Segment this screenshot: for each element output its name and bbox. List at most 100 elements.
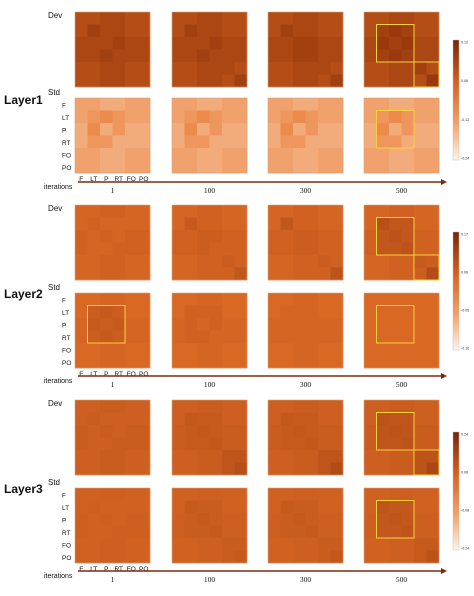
heatmap-cell [318, 305, 331, 319]
heatmap-cell [209, 24, 223, 38]
heatmap-cell [222, 330, 235, 344]
colorbar [452, 39, 460, 161]
heatmap-cell [234, 24, 248, 38]
heatmap-cell [87, 293, 101, 306]
heatmap-cell [330, 37, 344, 50]
heatmap-cell [75, 217, 88, 231]
heatmap-cell [293, 330, 306, 344]
heatmap-cell [137, 488, 151, 501]
heatmap-cell [330, 255, 344, 268]
heatmap-cell [330, 74, 344, 88]
heatmap-cell [112, 488, 126, 501]
heatmap-cell [280, 230, 294, 243]
heatmap-cell [100, 330, 113, 344]
heatmap-cell [305, 267, 319, 281]
heatmap-cell [389, 525, 402, 539]
heatmap-cell [209, 148, 223, 161]
heatmap-cell [268, 550, 281, 564]
heatmap-cell [376, 330, 390, 344]
heatmap-cell [318, 513, 331, 526]
heatmap-cell [364, 293, 377, 306]
heatmap-cell [389, 318, 402, 331]
heatmap-cell [197, 500, 210, 514]
heatmap-cell [389, 148, 402, 161]
heatmap-cell [234, 500, 248, 514]
heatmap-cell [318, 230, 331, 243]
heatmap-cell [401, 513, 415, 526]
heatmap-cell [209, 488, 223, 501]
heatmap-cell [318, 123, 331, 136]
heatmap-cell [222, 437, 235, 451]
heatmap-cell [389, 160, 402, 174]
heatmap-cell [293, 488, 306, 501]
heatmap-cell [87, 74, 101, 88]
heatmap-cell [364, 255, 377, 268]
heatmap-cell [222, 400, 235, 413]
heatmap-cell [376, 230, 390, 243]
heatmap-cell [305, 242, 319, 256]
panel-frame [267, 97, 344, 174]
heatmap-cell [330, 110, 344, 124]
heatmap-cell [125, 400, 138, 413]
heatmap-cell [268, 500, 281, 514]
heatmap-cell [426, 62, 440, 75]
heatmap-cell [414, 343, 427, 356]
heatmap-cell [222, 293, 235, 306]
heatmap-cell [426, 330, 440, 344]
heatmap-cell [75, 293, 88, 306]
heatmap-cell [234, 462, 248, 476]
heatmap-cell [172, 305, 185, 319]
heatmap-cell [376, 148, 390, 161]
colorbar-tick-label: 0.06 [461, 79, 468, 83]
heatmap-cell [293, 538, 306, 551]
heatmap-cell [401, 318, 415, 331]
heatmap-cell [137, 437, 151, 451]
heatmap-cell [112, 525, 126, 539]
heatmap-cell [209, 62, 223, 75]
heatmap-cell [305, 412, 319, 426]
heatmap-cell [364, 37, 377, 50]
heatmap-cell [137, 148, 151, 161]
heatmap-cell [293, 217, 306, 231]
heatmap-cell [209, 12, 223, 25]
heatmap-cell [376, 450, 390, 463]
heatmap-cell [426, 400, 440, 413]
heatmap-cell [330, 488, 344, 501]
y-tick-label-LT: LT [62, 505, 69, 512]
x-tick-label-FO: FO [127, 176, 136, 183]
heatmap-cell [293, 98, 306, 111]
heatmap-cell [172, 318, 185, 331]
heatmap-cell [87, 550, 101, 564]
heatmap-cell [280, 123, 294, 136]
heatmap-cell [184, 412, 198, 426]
heatmap-cell [112, 98, 126, 111]
heatmap-cell [376, 98, 390, 111]
heatmap-cell [414, 110, 427, 124]
dev-row-label: Dev [48, 11, 62, 20]
x-tick-label-PO: PO [139, 566, 148, 573]
x-tick-label-RT: RT [114, 566, 123, 573]
panel-frame [363, 292, 440, 369]
heatmap-cell [389, 230, 402, 243]
highlight-box [376, 217, 415, 256]
heatmap-cell [137, 110, 151, 124]
heatmap-cell [184, 110, 198, 124]
heatmap-cell [197, 98, 210, 111]
heatmap-cell [222, 74, 235, 88]
heatmap-cell [376, 525, 390, 539]
std-panel-500 [363, 487, 440, 564]
heatmap-cell [209, 110, 223, 124]
heatmap-cell [280, 513, 294, 526]
heatmap-cell [414, 525, 427, 539]
heatmap-cell [125, 488, 138, 501]
heatmap-cell [414, 400, 427, 413]
heatmap-cell [401, 305, 415, 319]
heatmap-cell [234, 98, 248, 111]
heatmap-cell [197, 550, 210, 564]
heatmap-cell [87, 230, 101, 243]
heatmap-cell [222, 160, 235, 174]
heatmap-cell [222, 12, 235, 25]
heatmap-cell [330, 230, 344, 243]
heatmap-cell [268, 330, 281, 344]
